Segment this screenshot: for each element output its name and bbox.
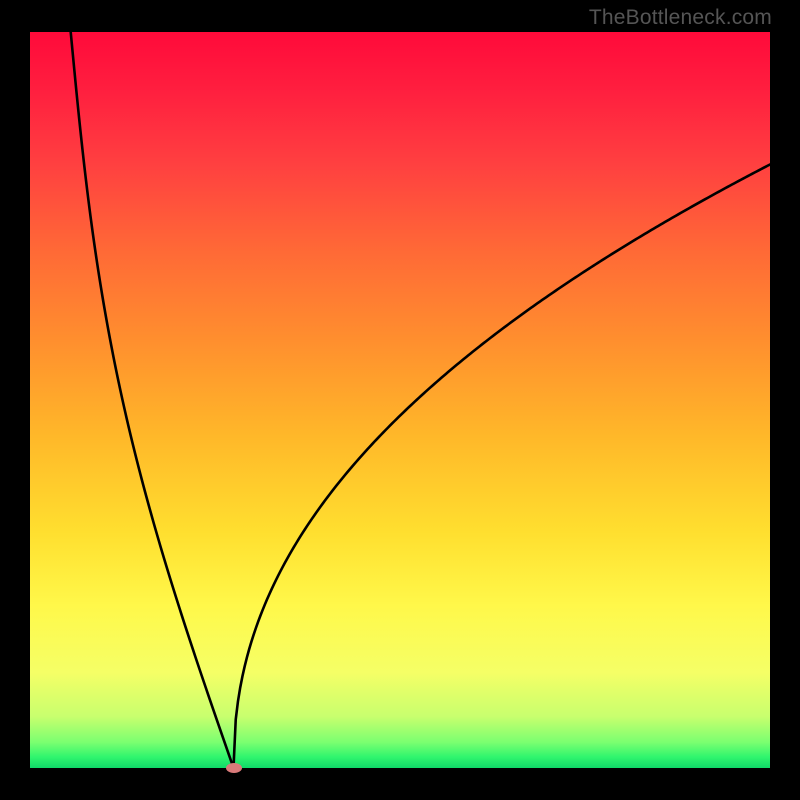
optimum-marker: [226, 763, 242, 773]
watermark-text: TheBottleneck.com: [589, 6, 772, 30]
plot-frame: [30, 32, 770, 768]
gradient-background: [30, 32, 770, 768]
